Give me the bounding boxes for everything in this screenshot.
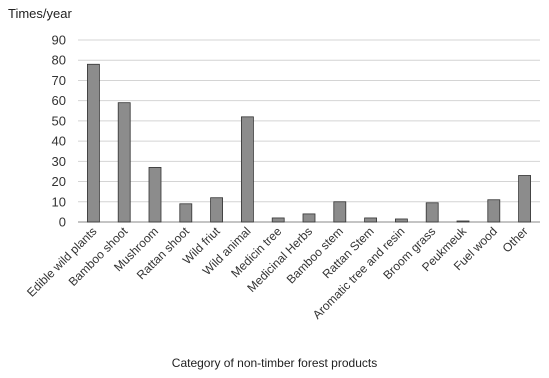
bar — [302, 213, 316, 223]
y-tick-label: 40 — [52, 134, 66, 149]
y-tick-label: 80 — [52, 53, 66, 68]
bar — [456, 220, 470, 223]
y-tick-label: 50 — [52, 113, 66, 128]
bar — [425, 202, 439, 223]
y-tick-label: 70 — [52, 73, 66, 88]
bar — [487, 199, 501, 223]
bar — [240, 116, 254, 223]
y-tick-label: 30 — [52, 154, 66, 169]
bar — [518, 175, 531, 223]
bar — [87, 63, 100, 223]
y-tick-label: 90 — [52, 33, 66, 48]
y-tick-label: 20 — [52, 174, 66, 189]
bar — [210, 197, 224, 223]
y-tick-label: 0 — [59, 215, 66, 230]
bar — [117, 102, 131, 223]
y-tick-label: 10 — [52, 194, 66, 209]
x-tick-label: Other — [500, 224, 531, 255]
bar — [148, 166, 162, 223]
bar — [364, 217, 378, 223]
y-tick-label: 60 — [52, 93, 66, 108]
bar — [394, 218, 408, 223]
bar — [179, 203, 193, 223]
bar — [271, 217, 285, 223]
y-axis-label: Times/year — [8, 6, 72, 21]
x-axis-label: Category of non-timber forest products — [171, 356, 378, 370]
bar — [333, 201, 347, 223]
